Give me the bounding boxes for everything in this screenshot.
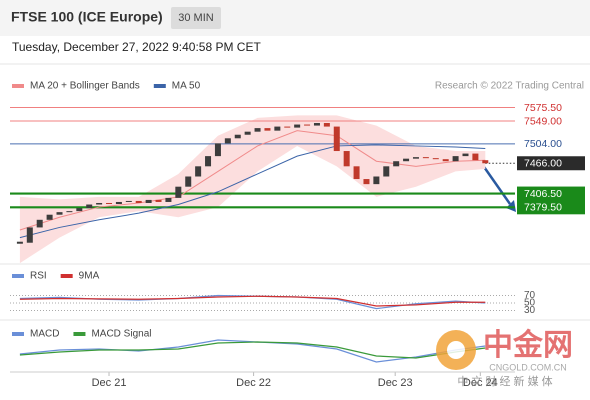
legend-label: 9MA [79,271,100,282]
candle [333,126,340,152]
watermark-tagline: 中 文 财 经 新 媒 体 [457,374,552,388]
legend-label: MACD Signal [91,329,151,340]
candle [155,199,162,202]
candle [214,143,221,157]
candle [294,124,301,128]
watermark-url: CNGOLD.COM.CN [489,362,567,372]
candle [403,158,410,162]
candle [422,157,429,159]
interval[interactable]: 30 MIN [178,12,214,24]
candle [412,157,419,159]
level-label-box [517,186,585,201]
legend-swatch [12,332,24,336]
level-label: 7379.50 [524,202,562,214]
candle [205,156,212,167]
candle [323,123,330,127]
level-label: 7466.00 [524,158,562,170]
candle [264,128,271,131]
candle [96,202,103,205]
candle [442,159,449,162]
legend-swatch [12,84,24,88]
candle [363,179,370,185]
y-tick-label: 30 [524,305,536,316]
level-label: 7549.00 [524,115,562,127]
legend-swatch [73,332,86,336]
watermark-logo [447,341,465,359]
candle [254,128,261,132]
candle [76,208,83,212]
forecast-arrow-head [506,200,516,212]
level-label: 7575.50 [524,102,562,114]
candle [343,151,350,167]
watermark-title: 中金网 [483,328,573,362]
candle [353,166,360,180]
legend-swatch [153,84,166,88]
level-label-box [517,113,585,128]
candle [482,160,489,164]
candle [313,123,320,126]
y-tick-label: 50 [524,298,536,309]
level-label: 7504.00 [524,138,562,150]
candle [66,211,73,213]
candle [452,156,459,162]
overlay-line [19,144,486,239]
legend-label: MA 50 [172,81,201,92]
candle [125,200,132,202]
candle [304,124,311,126]
level-label-box [517,100,585,115]
candle [165,197,172,202]
indicator-line [19,341,486,359]
candle [175,186,182,198]
overlay-line [19,130,486,231]
legend-swatch [12,274,24,278]
x-tick-label: Dec 22 [236,377,271,389]
legend-label: RSI [30,271,47,282]
level-label-box [517,200,585,215]
candle [195,166,202,177]
bollinger-band [19,115,486,264]
candle [36,219,43,228]
level-label-box [517,156,585,171]
candle [274,126,281,131]
candle [244,131,251,135]
legend-label: MA 20 + Bollinger Bands [30,81,140,92]
watermark: 中金网 CNGOLD.COM.CN 中 文 财 经 新 媒 体 [436,328,573,388]
x-tick-label: Dec 24 [463,377,498,389]
timestamp: Tuesday, December 27, 2022 9:40:58 PM CE… [12,40,261,54]
x-tick-label: Dec 21 [92,377,127,389]
legend-label: MACD [30,329,59,340]
forecast-arrow [480,163,512,205]
candle [432,158,439,160]
candle [284,126,291,128]
candle [46,214,53,220]
header-bar [0,0,590,36]
x-tick-label: Dec 23 [378,377,413,389]
candle [56,212,63,215]
candle [373,176,380,185]
legend-swatch [60,274,73,278]
candle [106,202,113,205]
credit: Research © 2022 Trading Central [435,81,584,92]
candle [462,153,469,157]
indicator-line [19,295,486,307]
candle [115,201,122,205]
title: FTSE 100 (ICE Europe) [11,9,163,25]
interval-badge[interactable] [171,7,221,29]
candle [393,161,400,167]
level-label: 7406.50 [524,188,562,200]
candle [185,176,192,187]
candle [234,134,241,139]
candle [145,199,152,203]
candle [383,166,390,177]
candle [472,153,479,161]
candle [86,204,93,209]
y-tick-label: 70 [524,290,536,301]
candle [224,138,231,144]
candle [135,200,142,203]
candle [26,227,33,243]
level-label-box [517,136,585,151]
